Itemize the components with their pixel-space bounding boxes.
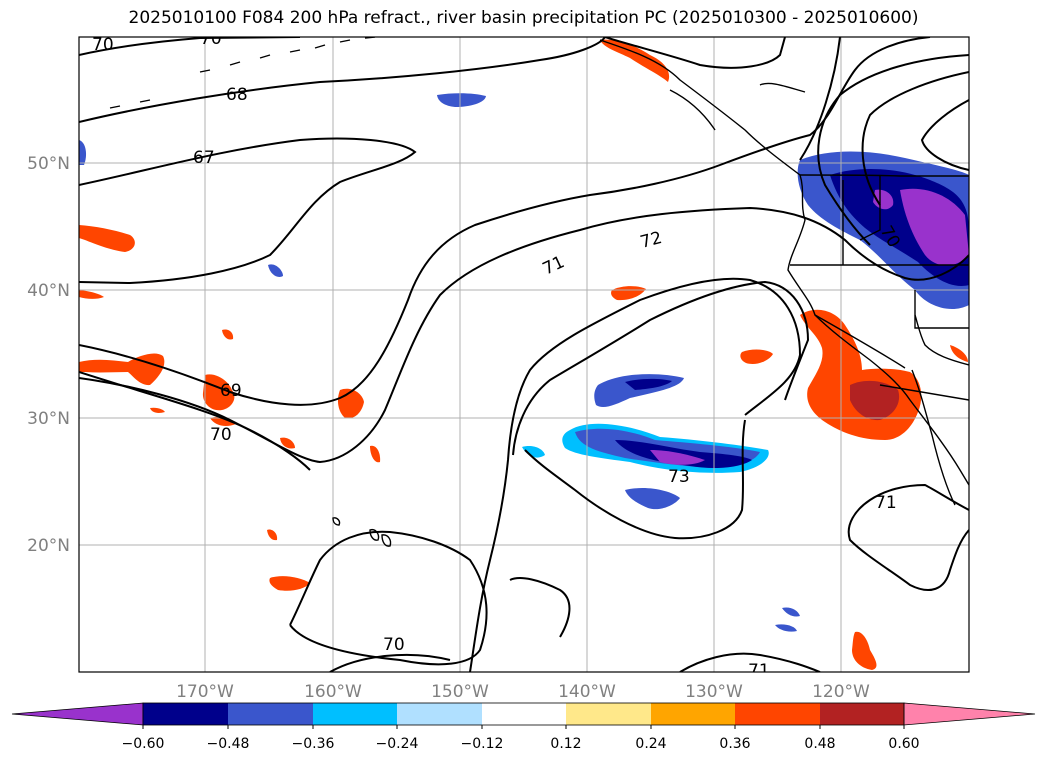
precip-positive-region <box>202 374 235 411</box>
chart-title: 2025010100 F084 200 hPa refract., river … <box>128 8 919 28</box>
precip-positive-region <box>222 329 234 340</box>
precip-negative-region <box>775 624 797 632</box>
contour-line <box>79 37 606 123</box>
colorbar-ticks <box>142 725 905 729</box>
precip-negative-region <box>900 188 969 266</box>
contour-line <box>524 419 746 540</box>
contour-line <box>79 371 311 471</box>
contour-line <box>861 71 969 206</box>
colorbar-min-extend <box>11 702 144 726</box>
precip-positive-region <box>79 225 135 252</box>
contour-line <box>79 37 301 56</box>
contour-label: 70 <box>210 425 232 445</box>
longitude-label: 150°W <box>431 682 489 702</box>
colorbar-frame <box>142 702 905 726</box>
longitude-label: 130°W <box>685 682 743 702</box>
contour-line <box>920 99 969 171</box>
contour-label: 68 <box>226 85 248 105</box>
colorbar-tick-label: 0.36 <box>719 736 750 752</box>
longitude-labels: 170°W 160°W 150°W 140°W 130°W 120°W <box>176 682 870 702</box>
precip-positive-region <box>850 380 900 421</box>
precip-positive-region <box>370 445 381 463</box>
precip-negative-region <box>437 93 486 107</box>
contour-label: 71 <box>875 493 897 513</box>
contour-line <box>289 530 488 666</box>
contour-label: 69 <box>220 381 242 401</box>
latitude-label: 40°N <box>27 281 70 301</box>
colorbar-segment <box>143 703 228 725</box>
contour-labels: 70 68 67 71 72 69 70 70 71 70 73 71 70 <box>92 29 904 681</box>
precip-negative-region <box>650 450 705 465</box>
contour-line <box>469 277 802 672</box>
precip-positive-region <box>150 407 165 413</box>
contour-line <box>604 37 786 69</box>
precip-positive-region <box>600 39 670 82</box>
longitude-label: 140°W <box>558 682 616 702</box>
colorbar-tick-label: −0.48 <box>207 736 250 752</box>
graticule <box>79 37 969 672</box>
contour-line <box>512 280 810 456</box>
colorbar-segment <box>566 703 651 725</box>
contour-lines <box>79 37 969 672</box>
contour-line <box>799 37 841 161</box>
colorbar-segment <box>651 703 735 725</box>
contour-line <box>817 54 969 246</box>
colorbar-tick-label: −0.12 <box>461 736 504 752</box>
contour-line <box>79 137 417 285</box>
colorbar-segment <box>397 703 482 725</box>
colorbar-segment <box>482 703 566 725</box>
precip-negative-region <box>782 607 800 617</box>
map-frame <box>78 36 970 673</box>
latitude-labels: 50°N 40°N 30°N 20°N <box>27 154 70 556</box>
contour-line <box>509 577 571 638</box>
colorbar-tick-label: −0.60 <box>122 736 165 752</box>
precip-positive-region <box>740 349 773 364</box>
colorbar-tick-label: −0.36 <box>292 736 335 752</box>
longitude-label: 120°W <box>812 682 870 702</box>
precip-positive-region <box>280 437 295 449</box>
contour-label: 70 <box>200 29 222 49</box>
colorbar-tick-label: −0.24 <box>376 736 419 752</box>
longitude-label: 160°W <box>304 682 362 702</box>
contour-label: 70 <box>92 35 114 55</box>
latitude-label: 50°N <box>27 154 70 174</box>
colorbar-tick-label: 0.24 <box>635 736 666 752</box>
colorbar-segment <box>735 703 820 725</box>
contour-label: 70 <box>383 635 405 655</box>
precip-positive-region <box>269 576 310 591</box>
precip-negative-region <box>625 487 680 510</box>
colorbar-tick-label: 0.12 <box>550 736 581 752</box>
precip-negative-region <box>268 264 283 277</box>
colorbar-max-extend <box>903 702 1036 726</box>
contour-label: 71 <box>748 661 770 681</box>
precip-positive-region <box>267 529 278 541</box>
precip-shading <box>79 39 969 670</box>
latitude-label: 20°N <box>27 536 70 556</box>
precip-negative-region <box>873 189 894 210</box>
latitude-label: 30°N <box>27 409 70 429</box>
precip-positive-region <box>852 631 877 670</box>
precip-negative-region <box>625 378 672 390</box>
colorbar-segment <box>313 703 397 725</box>
contour-line <box>847 483 969 591</box>
precip-negative-region <box>522 445 545 458</box>
colorbar-tick-label: 0.48 <box>804 736 835 752</box>
precip-positive-region <box>79 290 104 299</box>
coastlines <box>109 37 969 547</box>
contour-label: 67 <box>193 148 215 168</box>
map-plot-area <box>79 37 969 672</box>
longitude-label: 170°W <box>176 682 234 702</box>
precip-positive-region <box>950 345 968 362</box>
contour-line <box>329 653 451 672</box>
colorbar-tick-label: 0.60 <box>888 736 919 752</box>
contour-line <box>679 652 821 672</box>
colorbar-segment <box>820 703 904 725</box>
contour-label: 73 <box>668 467 690 487</box>
colorbar-segment <box>228 703 313 725</box>
precip-negative-region <box>79 140 87 165</box>
colorbar: −0.60 −0.48 −0.36 −0.24 −0.12 0.12 0.24 … <box>11 702 1036 752</box>
